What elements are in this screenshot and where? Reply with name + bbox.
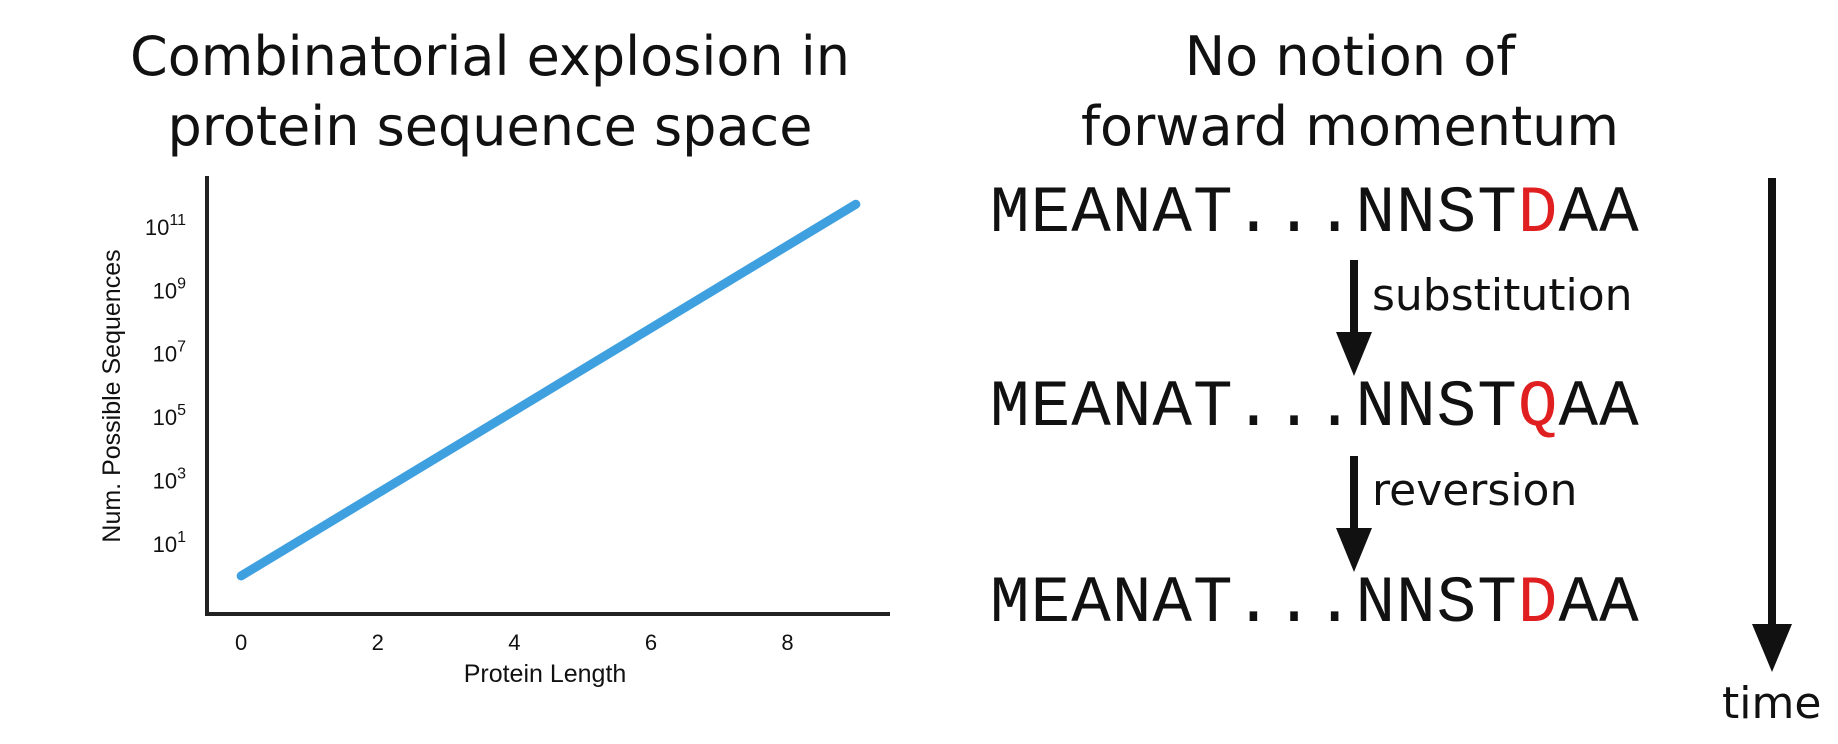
x-tick-label: 8 bbox=[781, 630, 793, 655]
seq-1-mutated-residue: D bbox=[1517, 176, 1559, 251]
y-tick-label: 109 bbox=[153, 275, 186, 303]
x-tick-label: 0 bbox=[235, 630, 247, 655]
left-panel-title: Combinatorial explosion in protein seque… bbox=[90, 22, 890, 162]
reversion-arrow bbox=[1336, 456, 1372, 572]
left-title-line2: protein sequence space bbox=[167, 95, 813, 158]
right-title-line1: No notion of bbox=[1184, 25, 1516, 88]
substitution-arrow bbox=[1336, 260, 1372, 376]
x-tick-label: 4 bbox=[508, 630, 520, 655]
sequence-substituted: MEANAT...NNSTQAA bbox=[990, 370, 1640, 445]
time-arrow bbox=[1752, 178, 1792, 672]
right-panel-title: No notion of forward momentum bbox=[990, 22, 1710, 162]
right-title-line2: forward momentum bbox=[1081, 95, 1619, 158]
y-tick-label: 105 bbox=[153, 402, 186, 430]
y-tick-label: 103 bbox=[153, 466, 186, 494]
chart-series bbox=[236, 199, 861, 581]
sequence-original: MEANAT...NNSTDAA bbox=[990, 176, 1640, 251]
left-title-line1: Combinatorial explosion in bbox=[130, 25, 850, 88]
time-label: time bbox=[1722, 678, 1822, 729]
series-line-0 bbox=[236, 199, 861, 581]
x-tick-label: 2 bbox=[372, 630, 384, 655]
y-tick-label: 101 bbox=[153, 529, 186, 557]
substitution-label: substitution bbox=[1372, 270, 1633, 321]
seq-2-mutated-residue: Q bbox=[1517, 370, 1559, 445]
seq-1-prefix: MEANAT...NNST bbox=[990, 176, 1518, 251]
reversion-label: reversion bbox=[1372, 465, 1578, 516]
chart-ticks: 0 2 4 6 8 101 103 105 107 109 1011 bbox=[145, 212, 794, 655]
chart-axes bbox=[205, 176, 890, 616]
seq-1-suffix: AA bbox=[1558, 176, 1640, 251]
x-tick-label: 6 bbox=[645, 630, 657, 655]
y-axis-label: Num. Possible Sequences bbox=[98, 249, 126, 542]
seq-3-suffix: AA bbox=[1558, 566, 1640, 641]
seq-3-prefix: MEANAT...NNST bbox=[990, 566, 1518, 641]
y-tick-label: 107 bbox=[153, 339, 186, 367]
seq-3-mutated-residue: D bbox=[1517, 566, 1559, 641]
y-tick-label: 1011 bbox=[145, 212, 186, 240]
sequence-reverted: MEANAT...NNSTDAA bbox=[990, 566, 1640, 641]
seq-2-prefix: MEANAT...NNST bbox=[990, 370, 1518, 445]
x-axis-label: Protein Length bbox=[464, 660, 627, 688]
seq-2-suffix: AA bbox=[1558, 370, 1640, 445]
